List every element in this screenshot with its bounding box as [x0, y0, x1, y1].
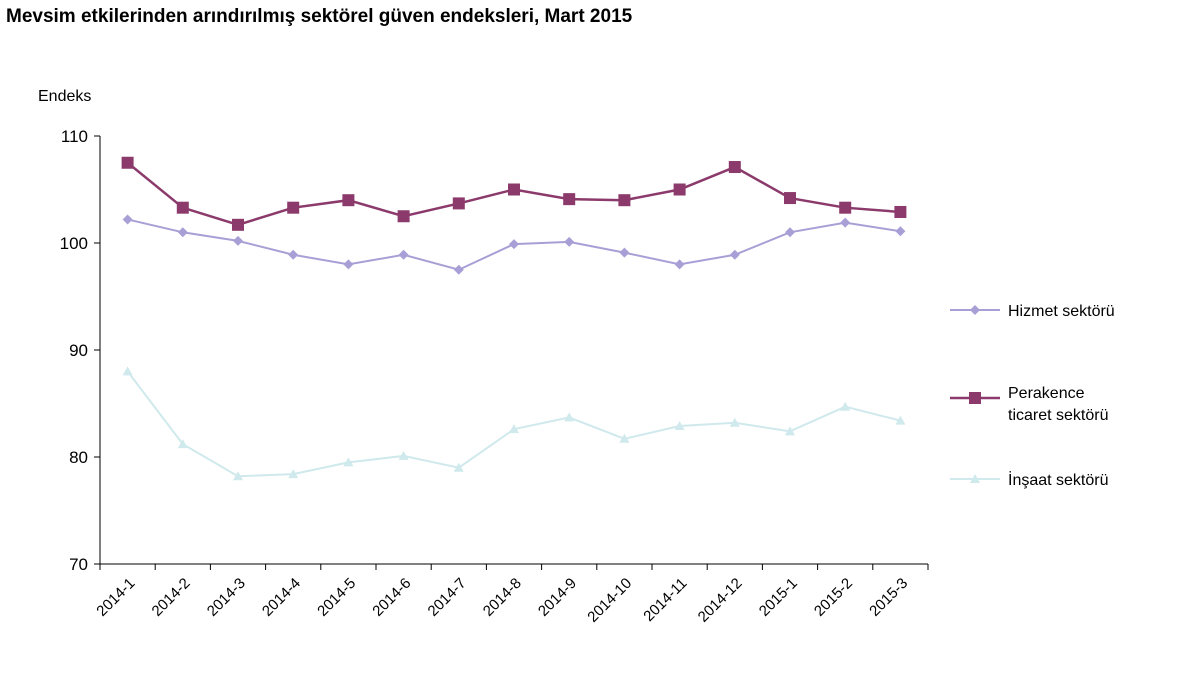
data-point	[288, 249, 299, 260]
x-tick-label: 2014-11	[640, 575, 690, 625]
x-tick-label: 2015-1	[756, 575, 801, 620]
data-point	[176, 201, 189, 214]
x-tick-label: 2014-6	[369, 575, 414, 620]
data-point	[343, 259, 354, 270]
data-point	[121, 156, 134, 169]
x-tick-label: 2015-3	[866, 575, 911, 620]
data-point	[728, 161, 741, 174]
legend-label: Hizmet sektörü	[1008, 303, 1115, 320]
x-tick-label: 2014-2	[149, 575, 194, 620]
data-point	[673, 183, 686, 196]
data-point	[729, 249, 740, 260]
data-point	[343, 457, 354, 467]
data-point	[895, 415, 906, 425]
data-point	[564, 236, 575, 247]
data-point	[895, 226, 906, 237]
data-point	[342, 194, 355, 207]
legend-label: Perakence	[1008, 385, 1085, 402]
x-tick-label: 2014-3	[204, 575, 249, 620]
data-point	[784, 192, 796, 205]
data-point	[785, 426, 795, 436]
data-point	[894, 205, 907, 218]
data-point	[122, 366, 133, 376]
data-point	[397, 210, 410, 223]
data-point	[452, 197, 465, 210]
data-point	[729, 417, 740, 427]
x-tick-label: 2014-9	[535, 575, 580, 620]
legend-marker	[970, 474, 980, 483]
legend-label: ticaret sektörü	[1008, 407, 1108, 424]
y-tick-label: 100	[60, 234, 88, 253]
x-tick-label: 2014-10	[584, 575, 635, 626]
x-tick-label: 2014-4	[259, 575, 304, 620]
x-tick-label: 2014-12	[695, 575, 746, 626]
data-point	[840, 217, 851, 228]
x-tick-label: 2014-8	[480, 575, 525, 620]
data-point	[177, 439, 188, 449]
x-tick-label: 2015-2	[811, 575, 856, 620]
series-line	[126, 370, 901, 478]
data-point	[177, 227, 188, 238]
y-tick-label: 90	[69, 341, 88, 360]
data-point	[453, 462, 464, 472]
data-point	[674, 420, 685, 430]
y-tick-label: 110	[61, 127, 88, 146]
x-tick-label: 2014-1	[93, 575, 138, 620]
data-point	[233, 471, 243, 481]
data-point	[508, 183, 520, 196]
data-point	[287, 201, 300, 214]
data-point	[618, 194, 631, 207]
x-tick-label: 2014-7	[425, 575, 470, 620]
data-point	[509, 424, 519, 434]
legend-marker	[969, 392, 981, 404]
legend-label: İnşaat sektörü	[1008, 470, 1109, 489]
chart-title: Mevsim etkilerinden arındırılmış sektöre…	[6, 6, 633, 27]
y-tick-label: 80	[69, 448, 88, 467]
data-point	[233, 235, 243, 246]
data-point	[563, 193, 576, 206]
y-tick-label: 70	[69, 555, 88, 574]
data-point	[619, 247, 630, 258]
data-point	[453, 264, 464, 275]
y-axis-label: Endeks	[38, 88, 91, 105]
data-point	[619, 433, 630, 443]
data-point	[839, 201, 852, 214]
x-tick-label: 2014-5	[314, 575, 359, 620]
data-point	[398, 450, 409, 460]
data-point	[398, 249, 409, 260]
data-point	[785, 227, 795, 238]
data-point	[509, 239, 519, 250]
data-point	[674, 259, 685, 270]
data-point	[564, 412, 575, 422]
data-point	[122, 214, 133, 225]
legend-marker	[970, 305, 980, 315]
data-point	[288, 469, 299, 479]
data-point	[232, 218, 244, 231]
data-point	[840, 401, 851, 411]
